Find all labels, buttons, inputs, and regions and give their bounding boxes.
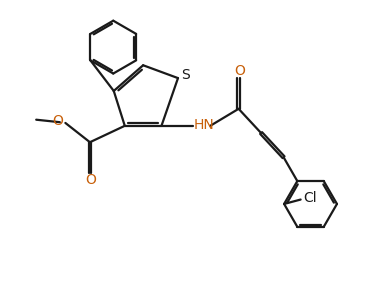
Text: Cl: Cl: [304, 191, 317, 205]
Text: O: O: [85, 173, 96, 187]
Text: O: O: [52, 115, 63, 128]
Text: S: S: [181, 68, 190, 82]
Text: O: O: [234, 64, 245, 78]
Text: HN: HN: [193, 118, 214, 132]
